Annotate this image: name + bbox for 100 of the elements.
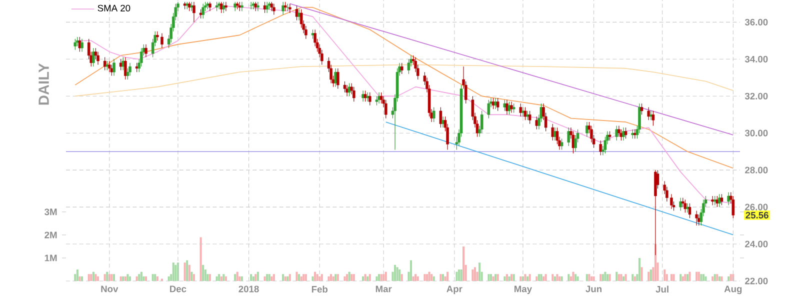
bar <box>400 274 403 281</box>
candlestick <box>110 64 114 76</box>
bar <box>92 272 94 281</box>
bar <box>700 274 702 281</box>
bar <box>380 274 382 281</box>
candlestick <box>620 129 623 141</box>
bar <box>488 274 490 281</box>
bar <box>378 274 380 281</box>
y-tick-label: 32.00 <box>744 92 768 100</box>
y-tick-label: 28.00 <box>745 166 768 174</box>
bar <box>424 274 426 281</box>
bar <box>316 274 318 281</box>
bar <box>346 274 348 281</box>
x-tick-label: Feb <box>312 286 328 293</box>
candlestick <box>384 100 388 119</box>
candlestick <box>199 8 202 19</box>
candlestick <box>640 103 644 115</box>
bar <box>138 274 140 281</box>
y-tick-label: 30.00 <box>744 130 768 136</box>
bar <box>412 276 414 281</box>
bar <box>410 260 412 281</box>
candlestick <box>407 58 410 74</box>
candlestick <box>512 103 516 114</box>
bar <box>428 272 430 281</box>
bar <box>304 274 307 281</box>
bar <box>490 274 492 281</box>
bar <box>204 269 206 281</box>
bar <box>442 274 444 281</box>
candlestick <box>716 196 719 208</box>
bar <box>462 246 465 281</box>
bar <box>186 260 188 281</box>
x-tick-label: Aug <box>724 286 742 294</box>
bar <box>254 274 257 281</box>
candlestick <box>282 2 284 16</box>
candlestick <box>256 2 260 12</box>
x-tick-label: 2018 <box>238 286 259 292</box>
bar <box>192 274 195 281</box>
bar <box>90 274 92 281</box>
candlestick <box>679 198 682 212</box>
bar <box>184 262 186 281</box>
y2-tick-label: 2M <box>44 232 57 238</box>
bar <box>172 262 174 281</box>
bar <box>672 274 675 281</box>
bar <box>76 269 78 281</box>
bar <box>640 267 643 281</box>
x-tick-label: Jun <box>586 286 602 292</box>
candlestick <box>480 110 484 134</box>
bar <box>128 276 131 281</box>
candlestick <box>732 196 735 218</box>
bar <box>396 267 398 281</box>
y2-tick-label: 3M <box>44 208 57 216</box>
bar <box>622 276 625 281</box>
candlestick <box>496 98 500 112</box>
bar <box>460 269 462 281</box>
candlestick <box>343 81 346 93</box>
bar <box>352 274 355 281</box>
bar <box>126 274 129 281</box>
y-tick-label: 36.00 <box>744 18 768 26</box>
bar <box>350 274 353 281</box>
bar <box>576 276 579 281</box>
candlestick <box>368 92 372 106</box>
candlestick <box>288 3 292 14</box>
bar <box>696 272 698 281</box>
text: DAILY <box>38 63 49 105</box>
y-tick-label: 26.00 <box>745 204 768 210</box>
bar <box>650 269 652 281</box>
bar <box>638 258 641 281</box>
x-tick-label: Mar <box>376 286 392 292</box>
candlestick <box>364 90 367 102</box>
candlestick <box>80 38 84 52</box>
candlestick <box>202 3 204 19</box>
bar <box>474 267 476 281</box>
bar <box>444 276 446 281</box>
annotation: 25.56 <box>746 212 768 218</box>
candlestick <box>618 125 620 138</box>
candlestick <box>352 86 356 102</box>
bar <box>266 274 268 281</box>
x-tick-label: Jul <box>656 286 668 293</box>
candlestick <box>711 196 714 206</box>
candlestick <box>112 58 116 76</box>
candlestick <box>720 194 724 206</box>
bar <box>394 264 396 281</box>
candlestick <box>608 130 612 141</box>
y2-tick-label: 1M <box>44 254 57 262</box>
bar <box>544 274 547 281</box>
candlestick <box>631 129 634 139</box>
candlestick <box>144 44 148 58</box>
bar <box>256 272 259 281</box>
bar <box>542 276 545 281</box>
candlestick <box>272 3 276 16</box>
candlestick <box>266 2 268 14</box>
bar <box>188 264 190 281</box>
candlestick <box>234 2 236 12</box>
candlestick <box>74 38 77 50</box>
candlestick <box>128 62 132 76</box>
legend-label: SMA 20 <box>98 4 130 12</box>
x-tick-label: May <box>514 286 532 294</box>
bar <box>556 274 558 281</box>
bar <box>492 276 494 281</box>
bar <box>478 262 481 281</box>
